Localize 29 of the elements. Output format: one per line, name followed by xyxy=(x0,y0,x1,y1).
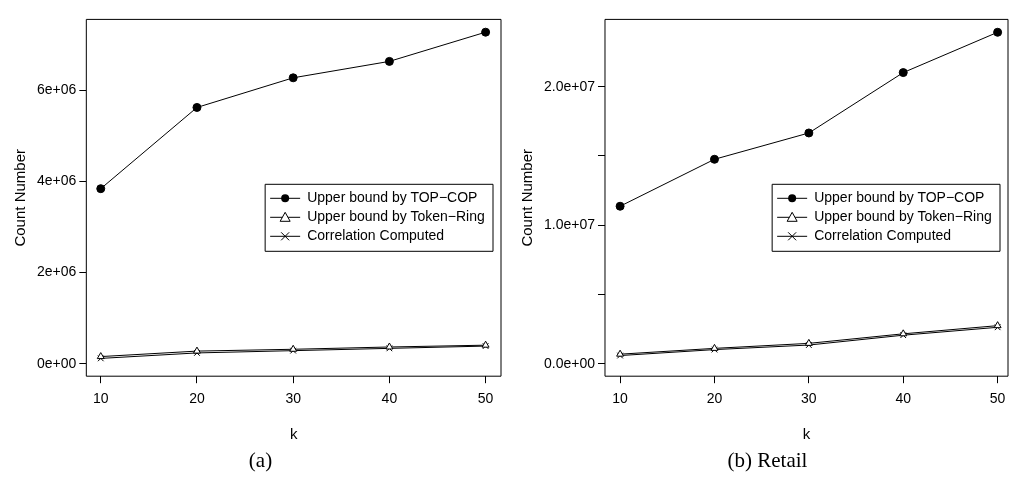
y-tick-label: 2e+06 xyxy=(36,263,77,280)
y-tick-label: 4e+06 xyxy=(36,172,77,189)
y-axis-title: Count Number xyxy=(11,149,29,247)
y-tick-label: 6e+06 xyxy=(36,80,77,97)
legend-label: Upper bound by Token−Ring xyxy=(814,208,992,225)
y-tick-label: 1.0e+07 xyxy=(544,216,596,233)
legend-label: Upper bound by Token−Ring xyxy=(307,208,485,225)
y-tick-label: 0e+00 xyxy=(36,354,77,371)
x-axis-title: k xyxy=(802,425,811,443)
x-tick-label: 20 xyxy=(189,390,205,407)
x-axis-title: k xyxy=(289,425,298,443)
x-tick-label: 30 xyxy=(285,390,302,407)
legend-label: Correlation Computed xyxy=(814,227,952,244)
x-tick-label: 10 xyxy=(612,390,629,407)
y-axis-title: Count Number xyxy=(518,149,536,247)
legend-label: Upper bound by TOP−COP xyxy=(814,189,985,206)
y-tick-label: 0.0e+00 xyxy=(544,354,596,371)
text: (b) Retail xyxy=(726,448,809,473)
legend-label: Correlation Computed xyxy=(307,227,445,244)
legend-label: Upper bound by TOP−COP xyxy=(307,189,478,206)
y-tick-label: 2.0e+07 xyxy=(544,77,596,94)
x-tick-label: 50 xyxy=(989,390,1006,407)
text: (a) xyxy=(247,448,274,473)
x-tick-label: 40 xyxy=(381,390,398,407)
x-tick-label: 50 xyxy=(477,390,494,407)
x-tick-label: 40 xyxy=(895,390,912,407)
x-tick-label: 10 xyxy=(92,390,109,407)
x-tick-label: 20 xyxy=(706,390,723,407)
x-tick-label: 30 xyxy=(801,390,817,407)
